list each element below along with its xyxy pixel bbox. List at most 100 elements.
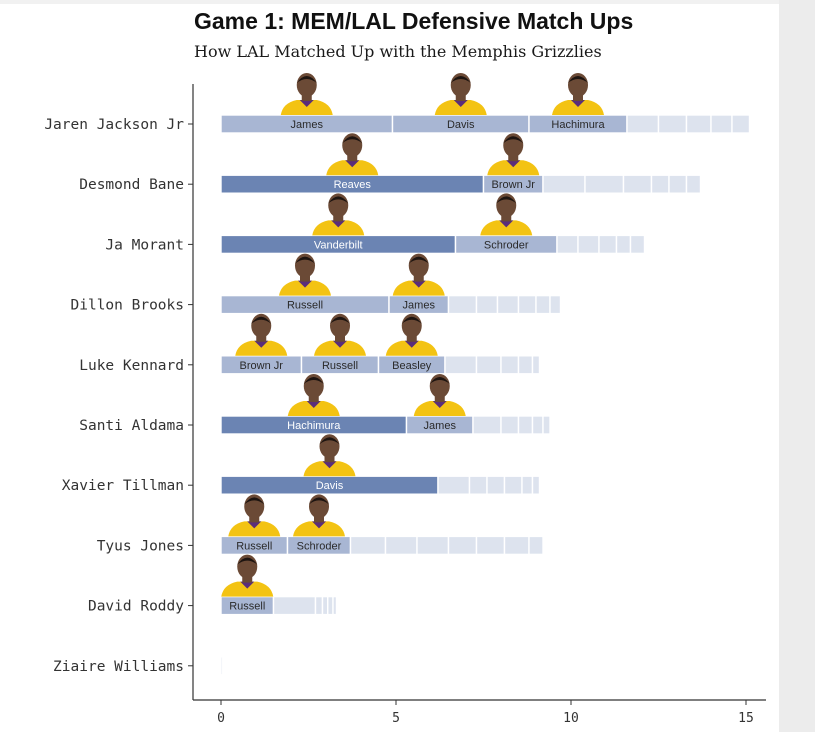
bar-segment-other (531, 475, 541, 495)
bar-segment-other (556, 234, 579, 255)
headshot-hachimura (287, 374, 340, 416)
y-tick-label: Santi Aldama (79, 418, 184, 434)
headshot-davis (434, 73, 487, 115)
segment-label: Russell (229, 601, 265, 613)
bar-segment-other (384, 535, 418, 556)
y-tick-label: Jaren Jackson Jr (44, 117, 184, 133)
bar-segment-other (447, 294, 478, 315)
segment-label: Beasley (392, 360, 432, 372)
headshot-russell (221, 554, 274, 597)
bar-segment-other (685, 114, 712, 134)
bar-segment-other (517, 415, 534, 435)
axes-layer: Jaren Jackson Jr Desmond Bane Ja Morant Dil… (44, 84, 766, 726)
y-tick-label: Desmond Bane (79, 177, 184, 193)
headshot-russell (314, 313, 366, 356)
bar-segment-other (472, 415, 502, 435)
segment-label: Schroder (297, 540, 342, 552)
bar-segment-other (486, 475, 506, 495)
bar-segment-other (531, 415, 544, 435)
bar-row-santi-aldama: Hachimura James (220, 415, 551, 435)
bar-segment-other (321, 595, 329, 616)
bar-segment-other (577, 234, 600, 255)
bar-segment-other (584, 174, 625, 194)
headshot-russell (279, 253, 331, 296)
x-tick-label: 15 (738, 711, 754, 726)
bar-segment-other (220, 656, 224, 676)
bar-segment-other (517, 355, 534, 375)
bar-segment-other (314, 595, 324, 616)
bar-segment-other (517, 294, 537, 315)
segment-label: James (291, 119, 324, 131)
segment-label: Brown Jr (492, 179, 536, 191)
y-tick-label: Xavier Tillman (62, 478, 184, 494)
bar-segment-other (500, 415, 520, 435)
bar-row-tyus-jones: Russell Schroder (220, 535, 544, 556)
bar-segment-other (503, 535, 530, 556)
bar-segment-other (327, 595, 334, 616)
bar-row-luke-kennard: Brown Jr Russell Beasley (220, 355, 541, 375)
bar-segment-other (542, 415, 551, 435)
bar-segment-other (468, 475, 488, 495)
chart-title: Game 1: MEM/LAL Defensive Match Ups (194, 8, 634, 34)
bar-segment-other (542, 174, 586, 194)
y-tick-label: Luke Kennard (79, 358, 184, 374)
headshot-davis (303, 434, 356, 477)
bar-segment-other (598, 234, 618, 255)
bar-segment-other (629, 234, 646, 255)
bar-segment-other (272, 595, 317, 616)
y-tick-label: Dillon Brooks (71, 298, 185, 314)
bar-segment-other (549, 294, 562, 315)
bar-segment-other (349, 535, 387, 556)
bar-segment-other (444, 355, 478, 375)
right-margin-strip (779, 0, 815, 732)
bar-segment-other (521, 475, 534, 495)
segment-label: James (403, 300, 436, 312)
segment-label: Davis (316, 480, 344, 492)
x-tick-label: 5 (392, 711, 400, 726)
headshot-schroder (293, 494, 345, 537)
bar-segment-other (500, 355, 520, 375)
segment-label: Reaves (334, 179, 372, 191)
bar-segment-other (622, 174, 653, 194)
segment-label: Russell (287, 300, 323, 312)
bar-segment-other (528, 535, 544, 556)
headshot-beasley (385, 313, 438, 356)
bar-segment-other (437, 475, 471, 495)
headshot-james (392, 253, 445, 296)
y-tick-label: Ja Morant (105, 237, 184, 253)
bar-segment-other (710, 114, 733, 134)
bar-row-jaren-jackson-jr: James Davis Hachimura (220, 114, 751, 134)
y-tick-label: Tyus Jones (97, 538, 184, 554)
bar-segment-other (475, 355, 502, 375)
bar-segment-other (731, 114, 751, 134)
bar-segment-other (650, 174, 670, 194)
x-tick-label: 0 (217, 711, 225, 726)
x-tick-label: 10 (563, 711, 579, 726)
headshot-brown-jr (235, 313, 288, 356)
bar-segment-other (685, 174, 702, 194)
headshot-russell (228, 494, 281, 537)
segment-label: Brown Jr (240, 360, 284, 372)
bar-segment-other (626, 114, 660, 134)
bar-segment-other (496, 294, 520, 315)
segment-label: Schroder (484, 239, 529, 251)
headshot-james (280, 73, 333, 115)
bar-segment-other (475, 535, 506, 556)
segment-label: James (424, 420, 457, 432)
headshot-vanderbilt (312, 193, 365, 236)
headshot-reaves (326, 133, 379, 176)
bar-row-david-roddy: Russell (220, 595, 338, 616)
bar-segment-other (447, 535, 478, 556)
y-tick-label: David Roddy (88, 599, 184, 615)
headshot-brown-jr (487, 133, 540, 176)
bar-segment-other (416, 535, 450, 556)
bar-segment-other (475, 294, 499, 315)
segment-label: Russell (236, 540, 272, 552)
bar-segment-other (531, 355, 541, 375)
headshot-hachimura (552, 73, 604, 115)
top-strip (0, 0, 779, 4)
headshot-schroder (480, 193, 533, 236)
bar-segment-other (535, 294, 551, 315)
bar-segment-other (657, 114, 688, 134)
bar-row-xavier-tillman: Davis (220, 475, 541, 495)
